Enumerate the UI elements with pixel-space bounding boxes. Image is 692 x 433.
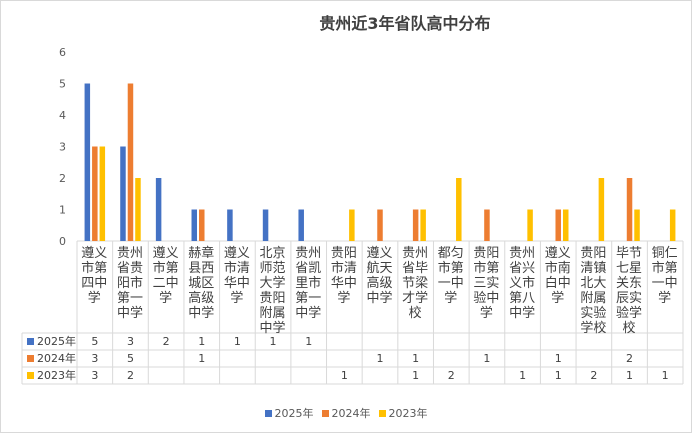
legend-label: 2025年: [274, 407, 314, 420]
table-cell: 1: [554, 352, 562, 365]
category-label: 遵义市第二中学: [152, 246, 179, 306]
legend: 2025年 2024年 2023年: [0, 405, 692, 421]
bar-2023年: [420, 209, 426, 241]
table-row-label: 2025年: [27, 333, 76, 350]
legend-label: 2024年: [331, 407, 371, 420]
table-cell: 1: [626, 369, 634, 382]
bar-2023年: [634, 209, 640, 241]
y-tick-label: 5: [59, 78, 66, 91]
category-label: 贵州省凯里市第一中学: [295, 246, 322, 321]
table-cell: 1: [305, 335, 313, 348]
row-label-text: 2024年: [37, 352, 76, 365]
bar-2023年: [598, 178, 605, 241]
legend-swatch: [264, 410, 272, 417]
table-cell: 3: [126, 335, 134, 348]
bar-2024年: [484, 209, 490, 241]
table-cell: 2: [626, 352, 634, 365]
category-label: 贵阳清镇北大附属实验学校: [580, 246, 607, 336]
bar-2025年: [155, 178, 162, 241]
table-cell: 5: [126, 352, 134, 365]
y-tick-label: 4: [59, 109, 66, 122]
legend-swatch: [321, 410, 329, 417]
y-tick-label: 0: [59, 235, 66, 248]
bar-2023年: [135, 178, 141, 241]
bar-2024年: [626, 178, 633, 241]
table-cell: 1: [376, 352, 384, 365]
bar-2023年: [527, 209, 533, 241]
category-label: 贵州省兴义市第八中学: [509, 246, 536, 321]
bar-2025年: [84, 83, 91, 241]
category-label: 贵州省贵阳市第一中学: [116, 246, 143, 321]
table-cell: 2: [126, 369, 134, 382]
row-label-text: 2025年: [37, 335, 76, 348]
table-cell: 1: [233, 335, 241, 348]
row-label-text: 2023年: [37, 369, 76, 382]
table-cell: 2: [447, 369, 455, 382]
y-tick-label: 3: [59, 141, 66, 154]
bar-2024年: [199, 209, 205, 241]
legend-item: 2023年: [378, 405, 428, 421]
category-label: 贵阳市清华中学: [330, 246, 357, 306]
table-cell: 1: [519, 369, 527, 382]
category-label: 铜仁市第一中学: [651, 246, 678, 306]
bar-2023年: [99, 146, 106, 241]
table-cell: 1: [554, 369, 562, 382]
bar-2023年: [562, 209, 569, 241]
y-tick-label: 1: [59, 204, 66, 217]
legend-swatch: [27, 338, 34, 345]
category-label: 北京师范大学贵阳附属中学: [259, 246, 286, 336]
bar-2025年: [191, 209, 198, 241]
legend-swatch: [378, 410, 386, 417]
category-label: 赫章县西城区高级中学: [188, 246, 215, 321]
category-label: 遵义市南白中学: [544, 246, 571, 306]
bar-2025年: [262, 209, 269, 241]
category-label: 贵州省毕节梁才学校: [402, 246, 429, 321]
table-cell: 1: [412, 369, 420, 382]
y-tick-label: 2: [59, 172, 66, 185]
category-label: 遵义市第四中学: [81, 246, 108, 306]
y-tick-label: 6: [59, 46, 66, 59]
category-label: 都匀市第一中学: [437, 246, 464, 306]
table-cell: 1: [661, 369, 669, 382]
table-cell: 1: [198, 352, 206, 365]
table-cell: 3: [91, 352, 99, 365]
table-cell: 2: [162, 335, 170, 348]
bar-2023年: [669, 209, 676, 241]
table-cell: 1: [269, 335, 277, 348]
category-label: 遵义市清华中学: [223, 246, 250, 306]
bar-2024年: [127, 83, 134, 241]
legend-label: 2023年: [388, 407, 428, 420]
bar-2023年: [349, 209, 355, 241]
bar-2025年: [120, 146, 126, 241]
bar-2024年: [412, 209, 419, 241]
table-cell: 1: [412, 352, 420, 365]
bar-2024年: [377, 209, 383, 241]
legend-item: 2025年: [264, 405, 314, 421]
table-cell: 5: [91, 335, 99, 348]
table-row-label: 2024年: [27, 350, 76, 367]
category-label: 毕节七星关东辰实验学校: [616, 246, 643, 336]
category-label: 遵义航天高级中学: [366, 246, 393, 306]
legend-item: 2024年: [321, 405, 371, 421]
bar-2025年: [298, 209, 304, 241]
table-cell: 1: [483, 352, 491, 365]
chart-title: 贵州近3年省队高中分布: [319, 14, 491, 33]
legend-swatch: [27, 372, 34, 379]
table-cell: 3: [91, 369, 99, 382]
bar-2024年: [555, 209, 561, 241]
table-row-label: 2023年: [27, 367, 76, 384]
bar-2023年: [456, 178, 462, 241]
table-cell: 2: [590, 369, 598, 382]
bar-2025年: [227, 209, 233, 241]
legend-swatch: [27, 355, 34, 362]
category-label: 贵阳市第三实验中学: [473, 246, 500, 321]
bar-2024年: [92, 146, 98, 241]
table-cell: 1: [198, 335, 206, 348]
table-cell: 1: [340, 369, 348, 382]
